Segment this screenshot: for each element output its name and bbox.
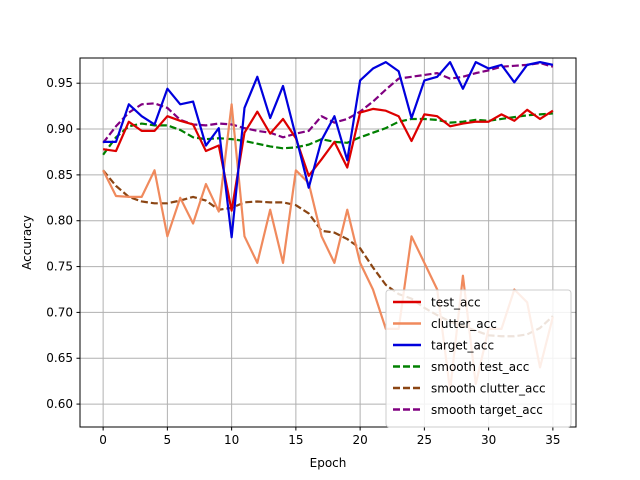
y-tick-label: 0.95: [46, 76, 73, 90]
x-tick-label: 10: [224, 433, 239, 447]
y-tick-label: 0.75: [46, 260, 73, 274]
y-axis-label: Accuracy: [20, 215, 34, 270]
series-line-target-acc: [103, 61, 554, 239]
x-tick-label: 35: [545, 433, 560, 447]
y-tick-label: 0.80: [46, 214, 73, 228]
legend-label-smooth-target-acc: smooth target_acc: [431, 403, 543, 417]
y-tick-label: 0.65: [46, 351, 73, 365]
x-tick-label: 0: [99, 433, 107, 447]
legend-label-test-acc: test_acc: [431, 296, 481, 310]
x-tick-label: 25: [417, 433, 432, 447]
series-line-smooth-test-acc: [102, 112, 553, 156]
y-tick-label: 0.70: [46, 305, 73, 319]
plot-frame: [79, 57, 577, 428]
y-tick-label: 0.90: [46, 122, 73, 136]
tick-layer: 0 5 10 15 20 25 30 35 0.60 0.65 0.70 0.75 0.80 0.85 0.…: [46, 76, 560, 447]
x-tick-label: 20: [352, 433, 367, 447]
legend-box: [385, 289, 572, 428]
legend-label-smooth-clutter-acc: smooth clutter_acc: [431, 382, 546, 396]
legend-label-clutter-acc: clutter_acc: [431, 317, 497, 331]
series-line-smooth-target-acc: [102, 61, 554, 144]
x-axis-label: Epoch: [310, 456, 347, 470]
y-tick-label: 0.85: [46, 168, 73, 182]
x-tick-label: 5: [164, 433, 172, 447]
x-tick-label: 30: [481, 433, 496, 447]
x-tick-label: 15: [288, 433, 303, 447]
series-layer: [102, 61, 554, 392]
legend-label-smooth-test-acc: smooth test_acc: [431, 360, 529, 374]
legend-label-target-acc: target_acc: [431, 339, 494, 353]
series-line-test-acc: [102, 107, 554, 212]
series-line-smooth-clutter-acc: [102, 169, 554, 338]
y-tick-label: 0.60: [46, 397, 73, 411]
